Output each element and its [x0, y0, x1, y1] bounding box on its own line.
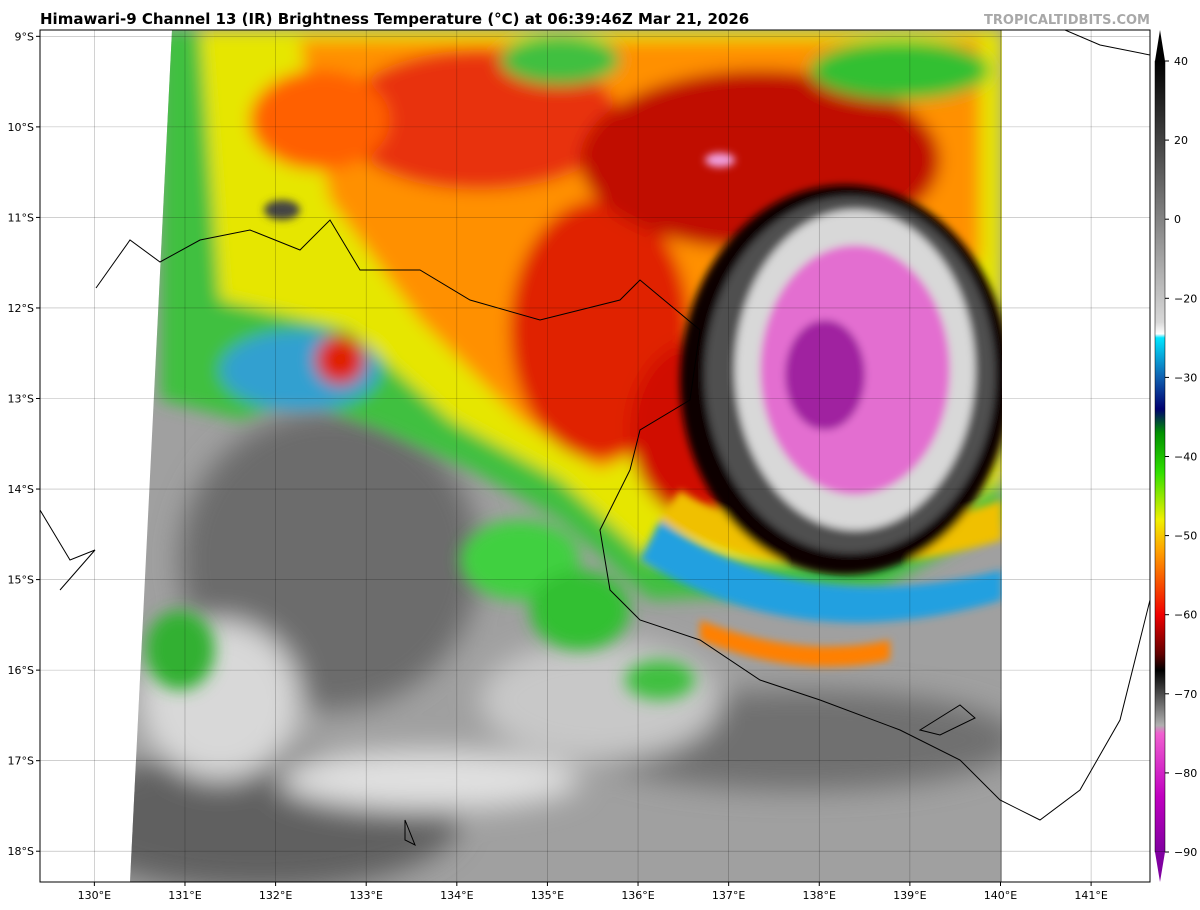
lat-label: 16°S — [8, 664, 34, 677]
colorbar-label: −70 — [1174, 688, 1197, 701]
colorbar-label: 40 — [1174, 55, 1188, 68]
lon-label: 135°E — [531, 889, 564, 902]
colorbar-label: −90 — [1174, 846, 1197, 859]
colorbar: 40 20 0 −20 −30 −40 −50 −60 −70 −80 −90 — [1154, 30, 1197, 882]
colorbar-label: 20 — [1174, 134, 1188, 147]
satellite-imagery — [40, 30, 1150, 882]
lon-label: 134°E — [440, 889, 473, 902]
lon-label: 133°E — [349, 889, 382, 902]
title: Himawari-9 Channel 13 (IR) Brightness Te… — [40, 10, 749, 28]
lon-label: 132°E — [259, 889, 292, 902]
lon-label: 131°E — [168, 889, 201, 902]
lon-label: 139°E — [893, 889, 926, 902]
lon-label: 136°E — [621, 889, 654, 902]
lat-label: 14°S — [8, 483, 34, 496]
colorbar-label: −50 — [1174, 530, 1197, 543]
lat-label: 10°S — [8, 121, 34, 134]
lon-label: 141°E — [1074, 889, 1107, 902]
watermark: TROPICALTIDBITS.COM — [984, 13, 1150, 28]
lat-label: 13°S — [8, 393, 34, 406]
colorbar-label: −60 — [1174, 609, 1197, 622]
lat-label: 15°S — [8, 574, 34, 587]
map-frame — [39, 29, 1151, 883]
colorbar-label: 0 — [1174, 213, 1181, 226]
colorbar-label: −30 — [1174, 371, 1197, 384]
lon-label: 137°E — [712, 889, 745, 902]
colorbar-label: −20 — [1174, 292, 1197, 305]
lat-label: 18°S — [8, 845, 34, 858]
lon-label: 138°E — [803, 889, 836, 902]
lat-label: 17°S — [8, 755, 34, 768]
colorbar-label: −40 — [1174, 451, 1197, 464]
lat-label: 12°S — [8, 302, 34, 315]
lat-label: 9°S — [15, 30, 34, 43]
lon-label: 140°E — [984, 889, 1017, 902]
lon-label: 130°E — [78, 889, 111, 902]
colorbar-label: −80 — [1174, 767, 1197, 780]
lat-label: 11°S — [8, 211, 34, 224]
